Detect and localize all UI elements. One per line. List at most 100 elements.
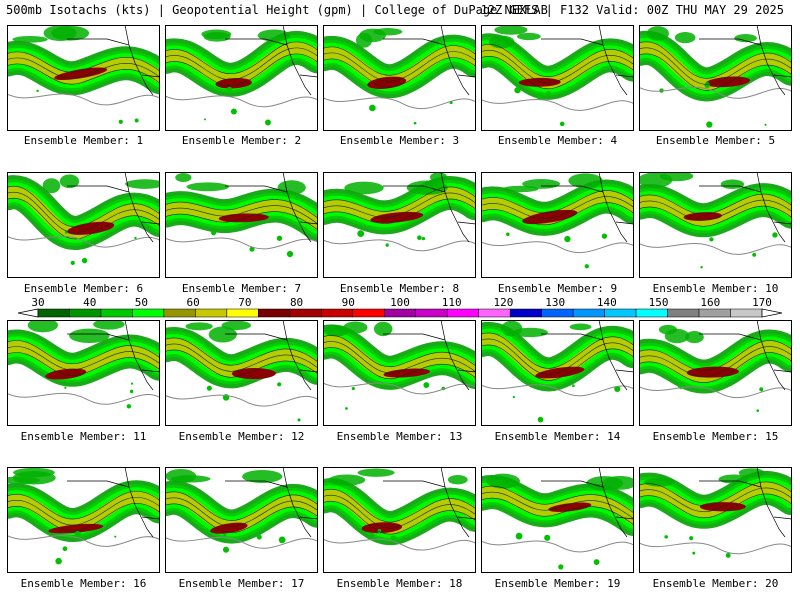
colorbar-swatch <box>352 308 385 318</box>
colorbar-swatch <box>478 308 511 318</box>
jet-stream-map <box>639 172 792 278</box>
ensemble-panel <box>323 25 476 131</box>
colorbar-tick-label: 40 <box>83 296 97 309</box>
member-label: Ensemble Member: 7 <box>181 282 302 295</box>
jet-stream-map <box>481 320 634 426</box>
run-info: 12Z GEFS | F132 Valid: 00Z THU MAY 29 20… <box>480 3 784 17</box>
colorbar-tick-label: 170 <box>752 296 772 309</box>
jet-stream-map <box>323 25 476 131</box>
chart-title: 500mb Isotachs (kts) | Geopotential Heig… <box>6 3 548 17</box>
member-label: Ensemble Member: 18 <box>336 577 463 590</box>
member-label: Ensemble Member: 5 <box>655 134 776 147</box>
colorbar-swatch <box>572 308 605 318</box>
colorbar-tick-label: 30 <box>31 296 45 309</box>
ensemble-panel <box>165 467 318 573</box>
colorbar-tick-label: 80 <box>289 296 304 309</box>
colorbar-swatch <box>100 308 133 318</box>
member-label: Ensemble Member: 13 <box>336 430 463 443</box>
colorbar-swatch <box>195 308 228 318</box>
colorbar-tick-label: 150 <box>648 296 669 309</box>
member-label: Ensemble Member: 16 <box>20 577 147 590</box>
ensemble-panel <box>639 25 792 131</box>
jet-stream-map <box>7 25 160 131</box>
colorbar-swatch <box>258 308 291 318</box>
ensemble-panel <box>639 467 792 573</box>
ensemble-panel <box>481 320 634 426</box>
member-label: Ensemble Member: 15 <box>652 430 779 443</box>
jet-stream-map <box>481 172 634 278</box>
ensemble-panel <box>481 25 634 131</box>
colorbar-swatch <box>226 308 259 318</box>
ensemble-panel <box>7 172 160 278</box>
colorbar-swatch <box>667 308 700 318</box>
jet-stream-map <box>481 467 634 573</box>
colorbar-tick-label: 90 <box>341 296 355 309</box>
ensemble-panel <box>7 320 160 426</box>
colorbar-swatch <box>698 308 731 318</box>
jet-stream-map <box>481 25 634 131</box>
jet-stream-map <box>639 320 792 426</box>
jet-stream-map <box>7 172 160 278</box>
ensemble-panel <box>7 25 160 131</box>
colorbar-swatch <box>541 308 574 318</box>
member-label: Ensemble Member: 10 <box>652 282 779 295</box>
colorbar-swatch <box>132 308 165 318</box>
ensemble-panel <box>7 467 160 573</box>
ensemble-panel <box>323 320 476 426</box>
member-label: Ensemble Member: 12 <box>178 430 305 443</box>
ensemble-panel <box>323 172 476 278</box>
colorbar-swatch <box>321 308 354 318</box>
colorbar-swatch <box>384 308 416 318</box>
colorbar-tick-label: 70 <box>238 296 252 309</box>
colorbar-swatch <box>635 308 668 318</box>
member-label: Ensemble Member: 11 <box>20 430 147 443</box>
ensemble-panel <box>639 172 792 278</box>
jet-stream-map <box>323 320 476 426</box>
colorbar-swatch <box>730 308 763 318</box>
jet-stream-map <box>7 320 160 426</box>
member-label: Ensemble Member: 17 <box>178 577 305 590</box>
ensemble-panel <box>481 172 634 278</box>
jet-stream-map <box>639 25 792 131</box>
colorbar-swatch <box>509 308 542 318</box>
jet-stream-map <box>639 467 792 573</box>
colorbar-swatch <box>163 308 196 318</box>
member-label: Ensemble Member: 9 <box>497 282 618 295</box>
ensemble-panel <box>639 320 792 426</box>
jet-stream-map <box>7 467 160 573</box>
jet-stream-map <box>165 467 318 573</box>
colorbar-tick-label: 100 <box>390 296 410 309</box>
colorbar-right-arrow <box>761 308 783 318</box>
colorbar-swatch <box>37 308 70 318</box>
jet-stream-map <box>323 467 476 573</box>
colorbar-tick-label: 130 <box>545 296 566 309</box>
jet-stream-map <box>165 172 318 278</box>
colorbar-tick-label: 110 <box>441 296 462 309</box>
colorbar-swatch <box>446 308 479 318</box>
member-label: Ensemble Member: 19 <box>494 577 621 590</box>
ensemble-panel <box>165 172 318 278</box>
ensemble-panel <box>481 467 634 573</box>
colorbar-strip <box>17 308 783 318</box>
member-label: Ensemble Member: 4 <box>497 134 618 147</box>
colorbar-tick-label: 50 <box>134 296 149 309</box>
member-label: Ensemble Member: 8 <box>339 282 460 295</box>
colorbar-swatch <box>415 308 448 318</box>
colorbar-tick-label: 160 <box>700 296 721 309</box>
member-label: Ensemble Member: 3 <box>339 134 460 147</box>
ensemble-panel <box>165 25 318 131</box>
colorbar-swatch <box>69 308 102 318</box>
member-label: Ensemble Member: 2 <box>181 134 302 147</box>
colorbar-tick-label: 140 <box>596 296 617 309</box>
member-label: Ensemble Member: 14 <box>494 430 621 443</box>
colorbar-tick-label: 60 <box>186 296 200 309</box>
colorbar-tick-label: 120 <box>493 296 514 309</box>
colorbar-swatch <box>604 308 637 318</box>
colorbar-left-arrow <box>17 308 39 318</box>
member-label: Ensemble Member: 20 <box>652 577 779 590</box>
jet-stream-map <box>165 320 318 426</box>
jet-stream-map <box>323 172 476 278</box>
ensemble-panel <box>165 320 318 426</box>
ensemble-panel <box>323 467 476 573</box>
member-label: Ensemble Member: 1 <box>23 134 144 147</box>
